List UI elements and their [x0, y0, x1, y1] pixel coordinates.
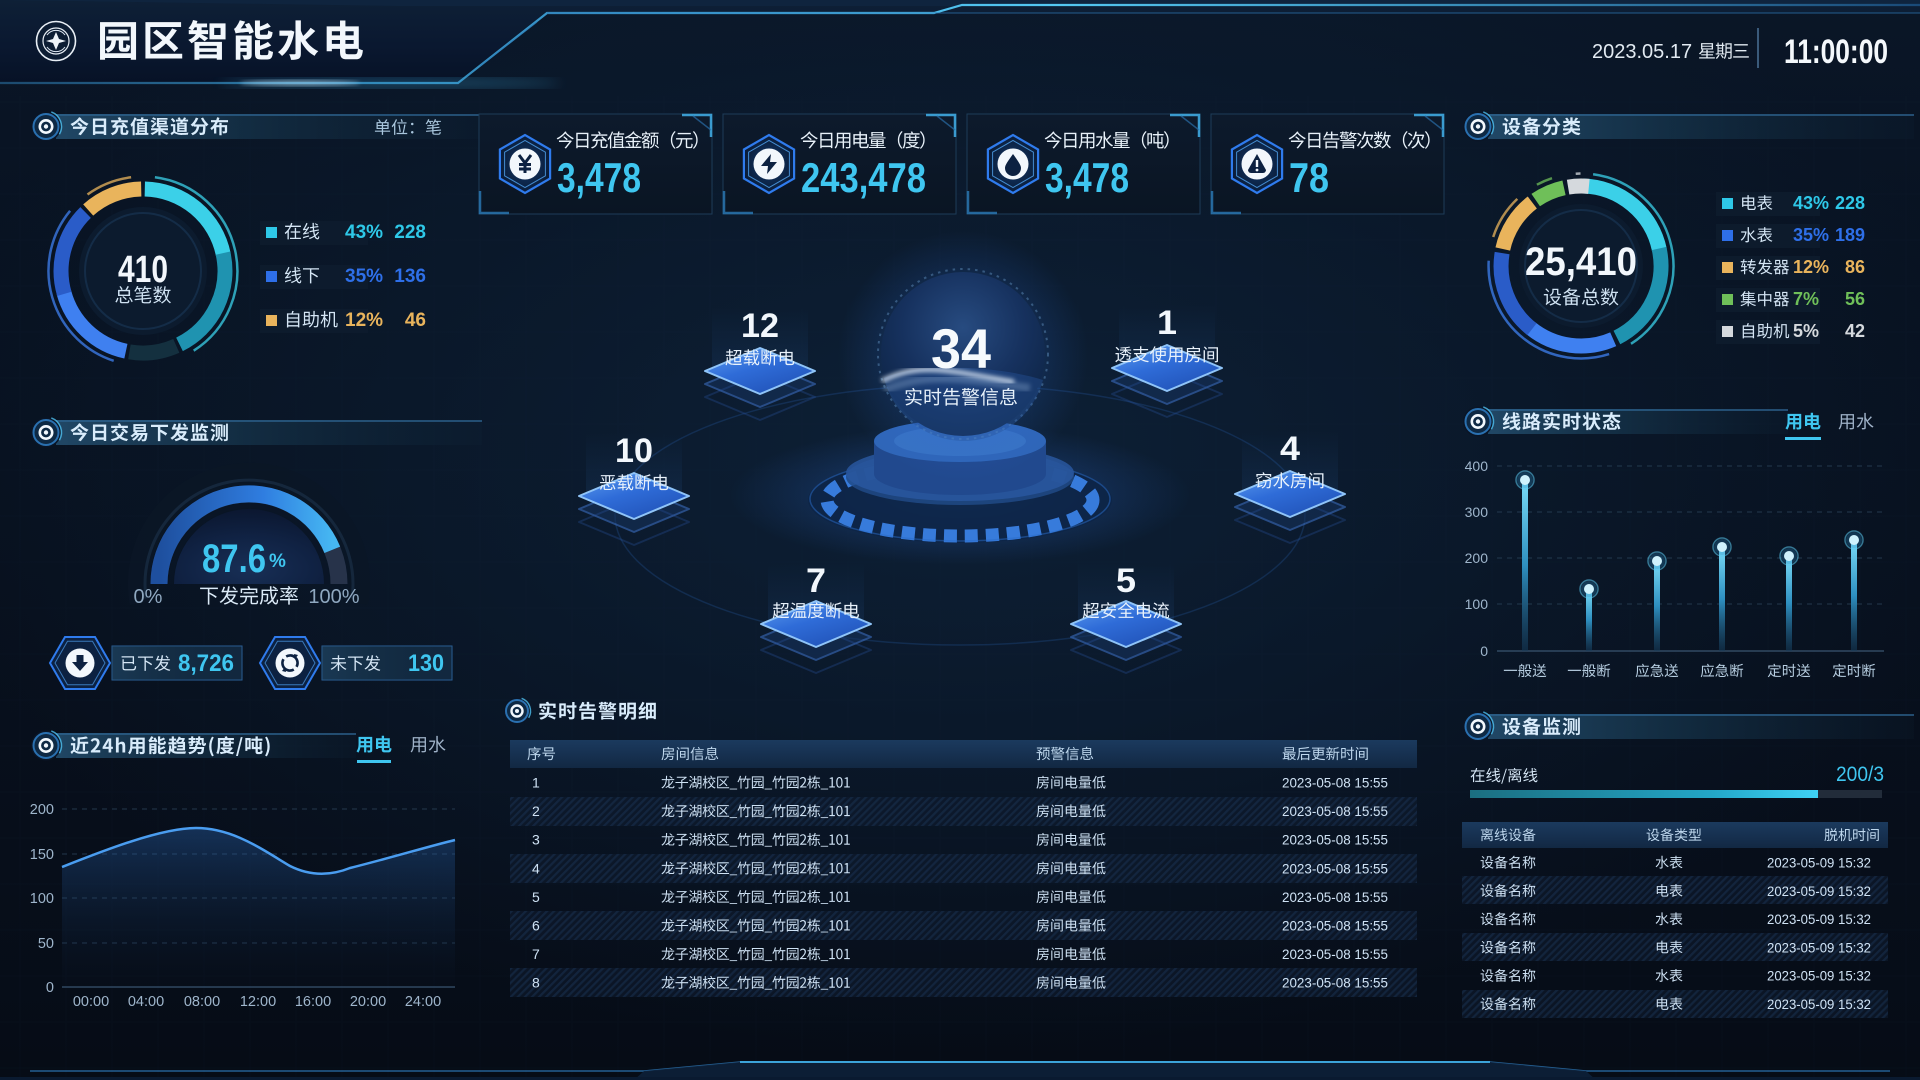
svg-text:136: 136 [394, 266, 426, 287]
svg-text:150: 150 [30, 847, 54, 863]
svg-text:46: 46 [405, 310, 426, 331]
svg-text:2023-05-08 15:55: 2023-05-08 15:55 [1282, 889, 1388, 905]
svg-text:200: 200 [1465, 550, 1489, 566]
svg-text:0%: 0% [134, 586, 163, 608]
svg-text:100: 100 [30, 891, 54, 907]
svg-text:8: 8 [532, 975, 540, 991]
svg-text:12%: 12% [1793, 257, 1829, 277]
svg-text:20:00: 20:00 [350, 994, 386, 1010]
svg-text:12:00: 12:00 [240, 994, 276, 1010]
svg-text:35%: 35% [345, 266, 383, 287]
svg-text:42: 42 [1845, 321, 1865, 341]
svg-text:410: 410 [118, 249, 168, 291]
svg-text:2023-05-08 15:55: 2023-05-08 15:55 [1282, 975, 1388, 991]
svg-text:3,478: 3,478 [1045, 154, 1129, 201]
svg-text:2023-05-08 15:55: 2023-05-08 15:55 [1282, 775, 1388, 791]
svg-text:2023-05-08 15:55: 2023-05-08 15:55 [1282, 918, 1388, 934]
svg-text:2023-05-08 15:55: 2023-05-08 15:55 [1282, 803, 1388, 819]
svg-text:56: 56 [1845, 289, 1865, 309]
svg-text:7: 7 [806, 562, 826, 600]
svg-text:243,478: 243,478 [801, 154, 926, 201]
svg-text:2023-05-09 15:32: 2023-05-09 15:32 [1767, 855, 1871, 871]
svg-text:00:00: 00:00 [73, 994, 109, 1010]
svg-text:12%: 12% [345, 310, 383, 331]
svg-text:0: 0 [1480, 643, 1488, 659]
svg-text:16:00: 16:00 [295, 994, 331, 1010]
svg-text:8,726: 8,726 [178, 650, 234, 677]
svg-text:228: 228 [1835, 193, 1865, 213]
svg-text:25,410: 25,410 [1525, 240, 1637, 284]
svg-text:2023.05.17: 2023.05.17 [1592, 41, 1692, 63]
svg-text:%: % [269, 551, 286, 572]
svg-text:43%: 43% [1793, 193, 1829, 213]
svg-text:200: 200 [30, 802, 54, 818]
svg-text:2: 2 [532, 803, 540, 819]
svg-text:7%: 7% [1793, 289, 1819, 309]
svg-text:5%: 5% [1793, 321, 1819, 341]
svg-text:2023-05-09 15:32: 2023-05-09 15:32 [1767, 996, 1871, 1012]
svg-text:7: 7 [532, 946, 540, 962]
svg-text:228: 228 [394, 222, 426, 243]
svg-text:2023-05-09 15:32: 2023-05-09 15:32 [1767, 883, 1871, 899]
svg-text:10: 10 [615, 432, 653, 470]
svg-text:87.6: 87.6 [202, 537, 266, 581]
svg-text:130: 130 [408, 650, 444, 677]
svg-text:35%: 35% [1793, 225, 1829, 245]
svg-text:200/3: 200/3 [1836, 763, 1884, 786]
svg-text:50: 50 [38, 936, 54, 952]
svg-text:100: 100 [1465, 596, 1489, 612]
svg-text:2023-05-08 15:55: 2023-05-08 15:55 [1282, 946, 1388, 962]
svg-text:12: 12 [741, 307, 779, 345]
svg-text:4: 4 [532, 860, 540, 876]
svg-text:189: 189 [1835, 225, 1865, 245]
svg-text:2023-05-08 15:55: 2023-05-08 15:55 [1282, 860, 1388, 876]
svg-text:2023-05-09 15:32: 2023-05-09 15:32 [1767, 968, 1871, 984]
svg-text:300: 300 [1465, 504, 1489, 520]
svg-text:1: 1 [1157, 304, 1177, 342]
svg-text:400: 400 [1465, 458, 1489, 474]
svg-text:100%: 100% [308, 586, 359, 608]
svg-text:5: 5 [532, 889, 540, 905]
svg-text:2023-05-09 15:32: 2023-05-09 15:32 [1767, 939, 1871, 955]
svg-text:43%: 43% [345, 222, 383, 243]
svg-text:04:00: 04:00 [128, 994, 164, 1010]
svg-text:6: 6 [532, 918, 540, 934]
svg-text:86: 86 [1845, 257, 1865, 277]
svg-text:2023-05-08 15:55: 2023-05-08 15:55 [1282, 832, 1388, 848]
svg-text:78: 78 [1289, 154, 1329, 201]
svg-text:11:00:00: 11:00:00 [1784, 33, 1888, 71]
svg-text:3: 3 [532, 832, 540, 848]
svg-text:1: 1 [532, 775, 540, 791]
svg-text:4: 4 [1280, 430, 1300, 468]
svg-text:5: 5 [1116, 562, 1136, 600]
svg-text:0: 0 [46, 980, 54, 996]
svg-text:2023-05-09 15:32: 2023-05-09 15:32 [1767, 911, 1871, 927]
svg-text:34: 34 [931, 317, 991, 380]
svg-text:08:00: 08:00 [184, 994, 220, 1010]
svg-text:3,478: 3,478 [557, 154, 641, 201]
svg-text:24:00: 24:00 [405, 994, 441, 1010]
